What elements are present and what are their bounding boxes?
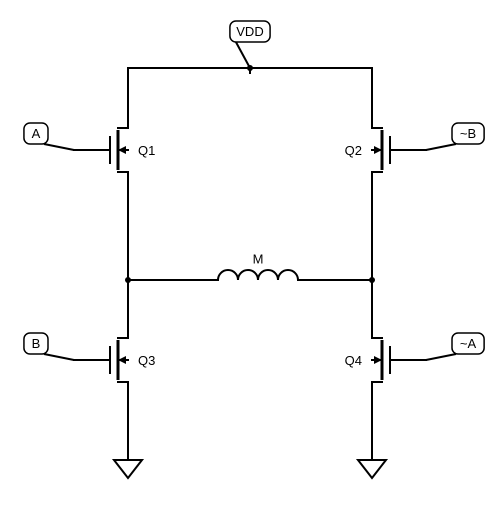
pin-label-nB: ~B	[460, 126, 476, 141]
pin-leader-VDD	[236, 42, 250, 68]
pin-label-A: A	[32, 126, 41, 141]
ground-symbol	[358, 460, 386, 478]
transistor-label-q1: Q1	[138, 143, 155, 158]
pin-leader-nB	[426, 144, 456, 150]
pin-label-B: B	[32, 336, 41, 351]
inductor-label: M	[253, 251, 264, 266]
pin-leader-nA	[426, 354, 456, 360]
transistor-label-q4: Q4	[345, 353, 362, 368]
transistor-label-q2: Q2	[345, 143, 362, 158]
pin-leader-A	[44, 144, 74, 150]
ground-symbol	[114, 460, 142, 478]
transistor-label-q3: Q3	[138, 353, 155, 368]
pin-label-nA: ~A	[460, 336, 477, 351]
pin-leader-B	[44, 354, 74, 360]
pin-label-VDD: VDD	[236, 24, 263, 39]
